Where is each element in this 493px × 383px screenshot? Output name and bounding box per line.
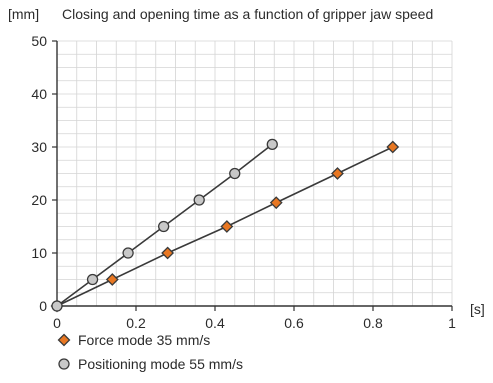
data-point bbox=[220, 220, 234, 233]
y-tick-label: 10 bbox=[31, 245, 47, 261]
series-2 bbox=[51, 138, 278, 312]
y-tick-label: 30 bbox=[31, 139, 47, 155]
y-tick-label: 40 bbox=[31, 86, 47, 102]
data-point bbox=[386, 140, 400, 154]
data-point bbox=[105, 273, 119, 286]
data-point bbox=[122, 247, 134, 259]
x-tick-label: 0.2 bbox=[126, 315, 146, 331]
data-point bbox=[193, 194, 205, 206]
x-tick-label: 0.6 bbox=[284, 315, 304, 331]
grid bbox=[56, 40, 453, 307]
x-tick-label: 1 bbox=[448, 315, 456, 331]
x-tick-label: 0.8 bbox=[363, 315, 383, 331]
x-tick-label: 0.4 bbox=[205, 315, 225, 331]
data-point bbox=[229, 167, 241, 180]
legend-label: Positioning mode 55 mm/s bbox=[78, 356, 243, 372]
data-point bbox=[157, 220, 170, 233]
y-tick-label: 50 bbox=[31, 33, 47, 49]
legend: Force mode 35 mm/s Positioning mode 55 mm… bbox=[57, 332, 243, 372]
legend-marker bbox=[57, 333, 71, 347]
data-point bbox=[331, 167, 344, 180]
series-layer bbox=[50, 138, 400, 313]
axes bbox=[52, 40, 453, 311]
data-point bbox=[266, 138, 278, 151]
data-point bbox=[51, 300, 63, 312]
x-axis-unit-label: [s] bbox=[470, 301, 485, 317]
chart-title: Closing and opening time as a function o… bbox=[62, 6, 433, 22]
data-point bbox=[161, 246, 175, 260]
data-point bbox=[269, 196, 283, 210]
y-tick-label: 0 bbox=[39, 298, 47, 314]
legend-marker bbox=[58, 358, 70, 370]
y-axis-unit-label: [mm] bbox=[8, 6, 39, 22]
y-tick-label: 20 bbox=[31, 192, 47, 208]
x-tick-label: 0 bbox=[53, 315, 61, 331]
legend-label: Force mode 35 mm/s bbox=[78, 332, 210, 348]
tick-labels: 0 10 20 30 40 50 0 0.2 0.4 0.6 0.8 1 bbox=[31, 33, 456, 331]
data-point bbox=[86, 273, 99, 286]
